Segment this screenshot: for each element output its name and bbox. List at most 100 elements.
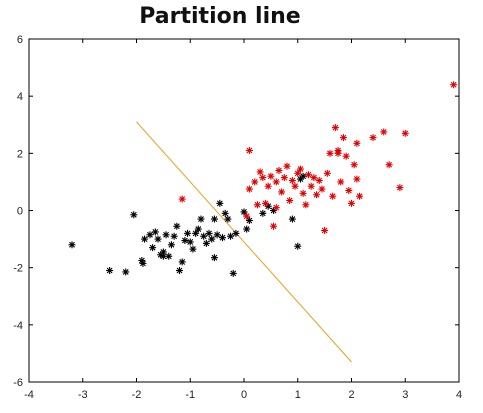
x-tick-label: 3	[402, 389, 408, 401]
partition-line	[136, 121, 352, 363]
data-point-red	[253, 201, 261, 209]
data-point-black	[208, 235, 216, 243]
data-point-black	[130, 211, 138, 219]
y-tick-label: 0	[17, 206, 23, 218]
data-point-red	[345, 186, 353, 194]
data-point-black	[197, 215, 205, 223]
data-point-black	[221, 209, 229, 217]
x-tick-label: 0	[241, 389, 247, 401]
x-tick-label: 4	[456, 389, 462, 401]
data-point-black	[288, 215, 296, 223]
data-point-red	[396, 184, 404, 192]
data-point-black	[205, 229, 213, 237]
data-point-red	[313, 191, 321, 199]
data-point-red	[270, 222, 278, 230]
data-point-black	[176, 267, 183, 275]
data-point-black	[219, 234, 226, 242]
data-point-red	[337, 178, 345, 186]
data-point-black	[210, 215, 218, 223]
data-point-red	[286, 196, 294, 204]
data-point-red	[315, 176, 323, 184]
data-point-black	[178, 258, 186, 266]
data-point-red	[243, 212, 251, 220]
data-point-red	[299, 189, 307, 197]
data-point-red	[288, 176, 296, 184]
data-point-red	[259, 174, 267, 182]
data-points-layer	[68, 81, 458, 277]
data-point-black	[122, 268, 130, 276]
x-tick-label: 2	[348, 389, 354, 401]
data-point-red	[264, 182, 272, 190]
data-point-black	[159, 248, 167, 256]
data-point-red	[272, 204, 280, 212]
data-point-red	[245, 146, 253, 154]
data-point-red	[251, 178, 259, 186]
x-tick-label: -1	[185, 389, 195, 401]
data-point-black	[151, 228, 159, 236]
data-point-red	[296, 165, 304, 173]
data-point-red	[348, 199, 355, 207]
data-point-red	[323, 169, 331, 177]
data-point-red	[267, 172, 275, 180]
data-point-red	[272, 178, 280, 186]
data-point-black	[243, 225, 251, 233]
data-point-red	[329, 192, 337, 200]
data-point-red	[369, 134, 377, 142]
data-point-red	[339, 134, 347, 142]
data-point-red	[291, 182, 299, 190]
data-point-black	[259, 209, 267, 217]
data-point-black	[170, 232, 178, 240]
data-point-red	[278, 188, 286, 196]
data-point-red	[334, 146, 342, 154]
data-point-red	[256, 168, 264, 176]
data-point-black	[229, 269, 237, 277]
x-tick-label: 1	[295, 389, 301, 401]
data-point-red	[401, 129, 409, 137]
data-point-red	[280, 174, 288, 182]
data-point-black	[68, 241, 76, 249]
data-point-red	[262, 199, 269, 207]
y-tick-label: -4	[13, 320, 23, 332]
data-point-red	[331, 124, 339, 132]
data-point-black	[294, 242, 302, 250]
data-point-black	[227, 232, 235, 240]
data-point-black	[202, 239, 210, 247]
data-point-black	[299, 172, 307, 180]
data-point-black	[186, 238, 194, 246]
partition-line-layer	[136, 121, 352, 363]
y-tick-label: 2	[17, 148, 23, 160]
y-tick-label: -2	[13, 263, 23, 275]
data-point-black	[194, 225, 202, 233]
axes	[28, 38, 460, 383]
x-tick-label: -3	[78, 389, 88, 401]
data-point-red	[307, 182, 315, 190]
data-point-red	[178, 195, 186, 203]
data-point-red	[353, 175, 361, 183]
y-tick-label: 4	[17, 91, 23, 103]
data-point-black	[181, 237, 189, 245]
data-point-red	[380, 128, 388, 136]
data-point-black	[210, 254, 218, 262]
data-point-black	[165, 252, 173, 260]
data-point-black	[149, 244, 157, 252]
data-point-red	[302, 201, 310, 209]
data-point-red	[353, 139, 361, 147]
data-point-red	[305, 171, 312, 179]
data-point-black	[200, 232, 208, 240]
data-point-red	[318, 185, 326, 193]
data-point-red	[350, 161, 358, 169]
data-point-black	[141, 235, 149, 243]
data-point-black	[184, 229, 192, 237]
data-point-black	[232, 229, 240, 237]
data-point-black	[216, 199, 224, 207]
data-point-black	[173, 222, 181, 230]
data-point-black	[224, 215, 232, 223]
data-point-red	[450, 81, 458, 89]
data-point-black	[167, 241, 175, 249]
x-tick-label: -4	[24, 389, 34, 401]
data-point-red	[321, 227, 329, 235]
data-point-black	[139, 259, 147, 267]
chart-title: Partition line	[139, 4, 301, 29]
